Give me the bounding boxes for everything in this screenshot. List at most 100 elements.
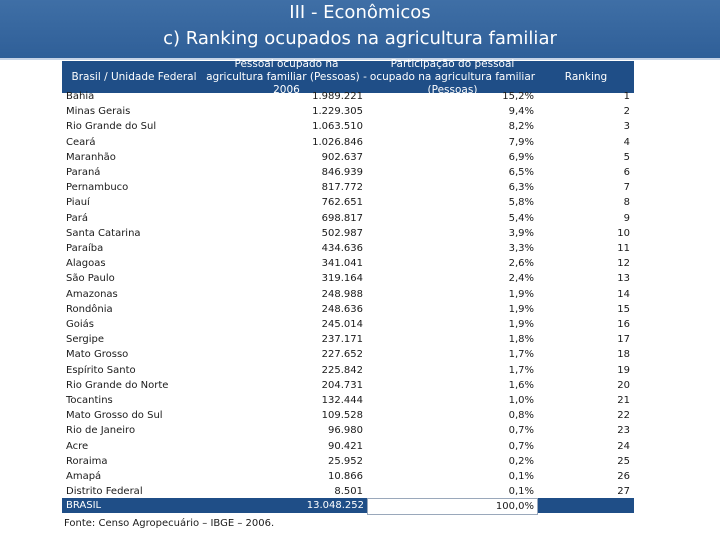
- cell-state: Paraíba: [66, 243, 104, 254]
- cell-pop: 502.987: [321, 227, 363, 239]
- cell-share: 7,9%: [508, 136, 534, 148]
- cell-rank: 2: [623, 106, 630, 118]
- cell-state: Roraima: [66, 455, 108, 467]
- table-row: Tocantins 132.444 1,0% 21: [62, 393, 634, 408]
- table-row: Espírito Santo 225.842 1,7% 19: [62, 363, 634, 378]
- cell-pop: 902.637: [321, 151, 363, 163]
- table-row: Alagoas 341.041 2,6% 12: [62, 256, 634, 271]
- total-row-population: 13.048.252: [206, 498, 367, 513]
- cell-state: Sergipe: [66, 334, 105, 346]
- slide-title: c) Ranking ocupados na agricultura famil…: [163, 28, 557, 49]
- cell-pop: 319.164: [321, 273, 363, 285]
- cell-pop: 1.026.846: [312, 136, 363, 148]
- cell-share: 1,7%: [508, 364, 534, 376]
- cell-state: Minas Gerais: [66, 106, 131, 118]
- total-row-state: BRASIL: [62, 498, 206, 513]
- section-title: III - Econômicos: [289, 2, 431, 23]
- cell-pop: 248.988: [321, 288, 363, 300]
- cell-share: 9,4%: [508, 106, 534, 118]
- table-row: Pará 698.817 5,4% 9: [62, 211, 634, 226]
- cell-pop: 245.014: [321, 319, 363, 330]
- cell-share: 1,9%: [508, 288, 534, 300]
- cell-rank: 23: [617, 425, 630, 437]
- table-row: Roraima 25.952 0,2% 25: [62, 454, 634, 469]
- cell-rank: 9: [623, 212, 630, 224]
- cell-share: 15,2%: [502, 91, 534, 102]
- column-header-state: Brasil / Unidade Federal: [62, 61, 206, 93]
- cell-rank: 4: [623, 136, 630, 148]
- cell-state: Mato Grosso do Sul: [66, 410, 163, 422]
- table-row: Paraíba 434.636 3,3% 11: [62, 241, 634, 256]
- column-header-ranking: Ranking: [538, 61, 634, 93]
- table-row: Santa Catarina 502.987 3,9% 10: [62, 226, 634, 241]
- cell-pop: 341.041: [321, 258, 363, 270]
- slide-header: III - Econômicos c) Ranking ocupados na …: [0, 0, 720, 60]
- cell-rank: 21: [617, 395, 630, 406]
- cell-pop: 96.980: [328, 425, 363, 437]
- cell-share: 1,8%: [508, 334, 534, 346]
- column-header-share: Participação do pessoal ocupado na agric…: [367, 58, 538, 96]
- cell-share: 6,9%: [508, 151, 534, 163]
- cell-pop: 10.866: [328, 471, 363, 482]
- cell-state: Alagoas: [66, 258, 106, 270]
- cell-rank: 3: [623, 121, 630, 133]
- cell-rank: 24: [617, 440, 630, 452]
- table-row: Rio de Janeiro 96.980 0,7% 23: [62, 423, 634, 438]
- cell-state: Distrito Federal: [66, 486, 143, 498]
- cell-rank: 19: [617, 364, 630, 376]
- source-note: Fonte: Censo Agropecuário – IBGE – 2006.: [64, 518, 275, 529]
- cell-state: Pará: [66, 212, 88, 224]
- cell-share: 1,7%: [508, 349, 534, 361]
- cell-share: 6,3%: [508, 182, 534, 194]
- table-row: Acre 90.421 0,7% 24: [62, 439, 634, 454]
- cell-pop: 762.651: [321, 197, 363, 209]
- cell-pop: 817.772: [321, 182, 363, 194]
- cell-share: 3,3%: [508, 243, 534, 254]
- total-row-share: 100,0%: [367, 498, 538, 515]
- table-row: Bahia 1.989.221 15,2% 1: [62, 89, 634, 104]
- cell-pop: 132.444: [321, 395, 363, 406]
- cell-share: 0,1%: [508, 471, 534, 482]
- cell-share: 0,2%: [508, 455, 534, 467]
- cell-state: Paraná: [66, 167, 101, 178]
- cell-rank: 7: [623, 182, 630, 194]
- table-row: Pernambuco 817.772 6,3% 7: [62, 180, 634, 195]
- cell-share: 2,6%: [508, 258, 534, 270]
- cell-state: Bahia: [66, 91, 95, 102]
- cell-pop: 109.528: [321, 410, 363, 422]
- cell-share: 8,2%: [508, 121, 534, 133]
- cell-state: Rondônia: [66, 303, 113, 315]
- table-row: Amapá 10.866 0,1% 26: [62, 469, 634, 484]
- cell-share: 1,9%: [508, 303, 534, 315]
- cell-rank: 16: [617, 319, 630, 330]
- total-share-value: 100,0%: [495, 501, 534, 512]
- cell-rank: 25: [617, 455, 630, 467]
- table-row: Rondônia 248.636 1,9% 15: [62, 302, 634, 317]
- cell-rank: 14: [617, 288, 630, 300]
- cell-state: Pernambuco: [66, 182, 129, 194]
- cell-rank: 20: [617, 379, 630, 391]
- cell-state: Rio Grande do Norte: [66, 379, 169, 391]
- table-row: São Paulo 319.164 2,4% 13: [62, 271, 634, 286]
- cell-pop: 434.636: [321, 243, 363, 254]
- cell-pop: 204.731: [321, 379, 363, 391]
- cell-pop: 225.842: [321, 364, 363, 376]
- cell-share: 0,1%: [508, 486, 534, 498]
- cell-pop: 227.652: [321, 349, 363, 361]
- cell-rank: 6: [623, 167, 630, 178]
- cell-rank: 15: [617, 303, 630, 315]
- cell-state: Rio Grande do Sul: [66, 121, 157, 133]
- cell-rank: 11: [617, 243, 630, 254]
- cell-state: Amazonas: [66, 288, 118, 300]
- cell-state: Maranhão: [66, 151, 116, 163]
- table-row: Distrito Federal 8.501 0,1% 27: [62, 484, 634, 499]
- cell-state: Acre: [66, 440, 89, 452]
- total-population-value: 13.048.252: [306, 500, 364, 511]
- cell-state: Mato Grosso: [66, 349, 129, 361]
- cell-state: Ceará: [66, 136, 96, 148]
- cell-pop: 698.817: [321, 212, 363, 224]
- table-row: Mato Grosso 227.652 1,7% 18: [62, 347, 634, 362]
- table-row: Rio Grande do Sul 1.063.510 8,2% 3: [62, 119, 634, 134]
- cell-pop: 1.989.221: [312, 91, 363, 102]
- table-row: Minas Gerais 1.229.305 9,4% 2: [62, 104, 634, 119]
